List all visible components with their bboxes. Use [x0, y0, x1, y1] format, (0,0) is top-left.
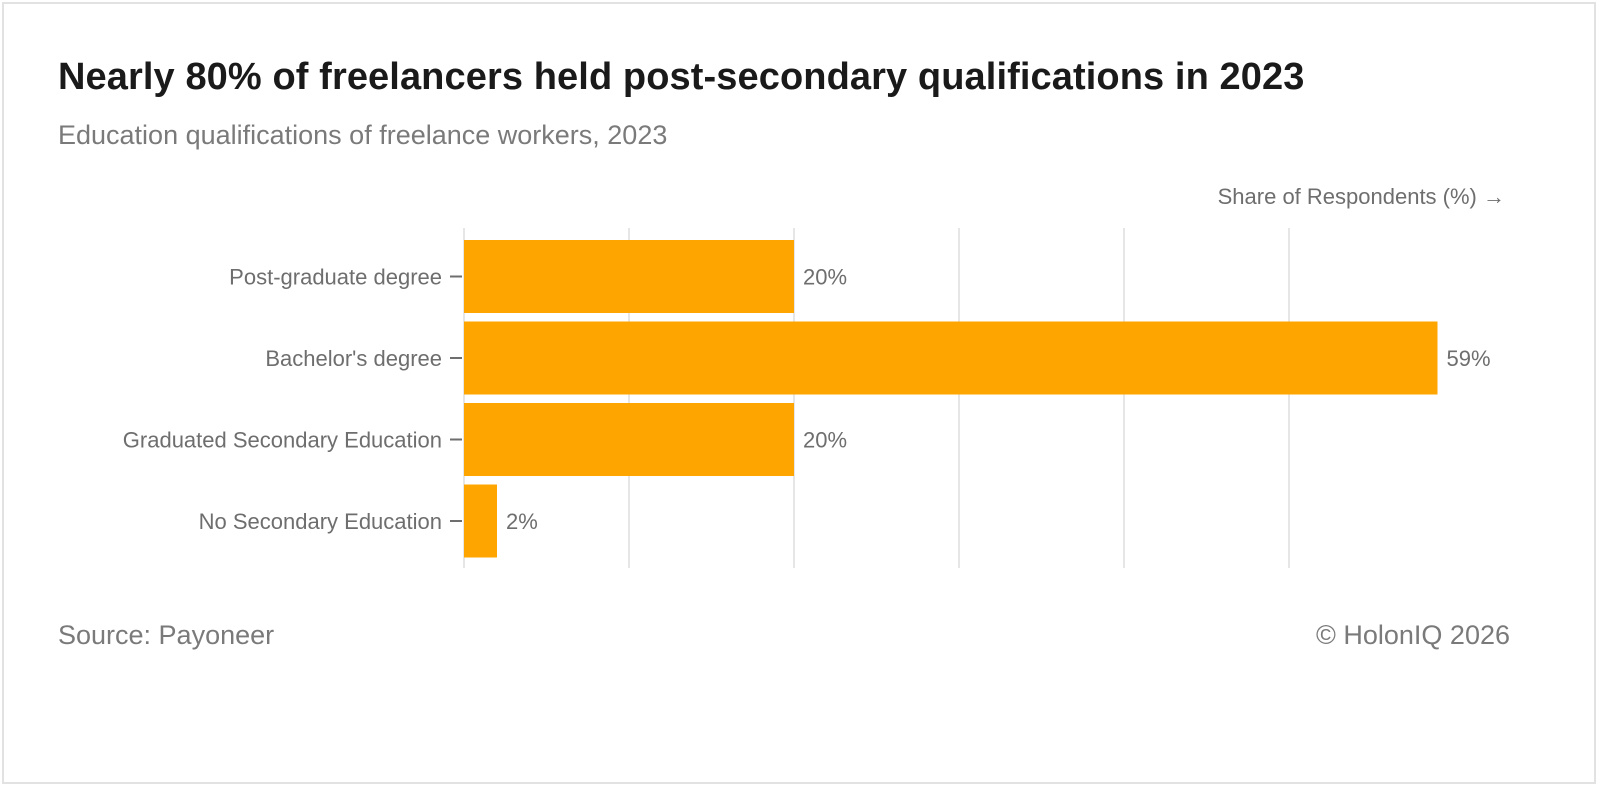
copyright-note: © HolonIQ 2026 — [1315, 620, 1510, 650]
bar-2 — [464, 403, 794, 476]
bar-0 — [464, 240, 794, 313]
source-note: Source: Payoneer — [58, 620, 275, 650]
value-label-3: 2% — [506, 509, 538, 534]
value-label-2: 20% — [803, 428, 847, 453]
x-axis-title: Share of Respondents (%) → — [1218, 184, 1505, 209]
bar-1 — [464, 321, 1438, 395]
category-label-3: No Secondary Education — [199, 509, 442, 534]
category-label-0: Post-graduate degree — [229, 265, 442, 290]
value-label-1: 59% — [1447, 346, 1491, 371]
bars: Post-graduate degree 20% Bachelor's degree… — [123, 240, 1491, 558]
value-label-0: 20% — [803, 265, 847, 290]
chart-title: Nearly 80% of freelancers held post-seco… — [58, 56, 1305, 98]
category-label-1: Bachelor's degree — [265, 346, 442, 371]
category-label-2: Graduated Secondary Education — [123, 428, 442, 453]
chart-subtitle: Education qualifications of freelance wo… — [58, 120, 668, 150]
bar-3 — [464, 484, 497, 558]
